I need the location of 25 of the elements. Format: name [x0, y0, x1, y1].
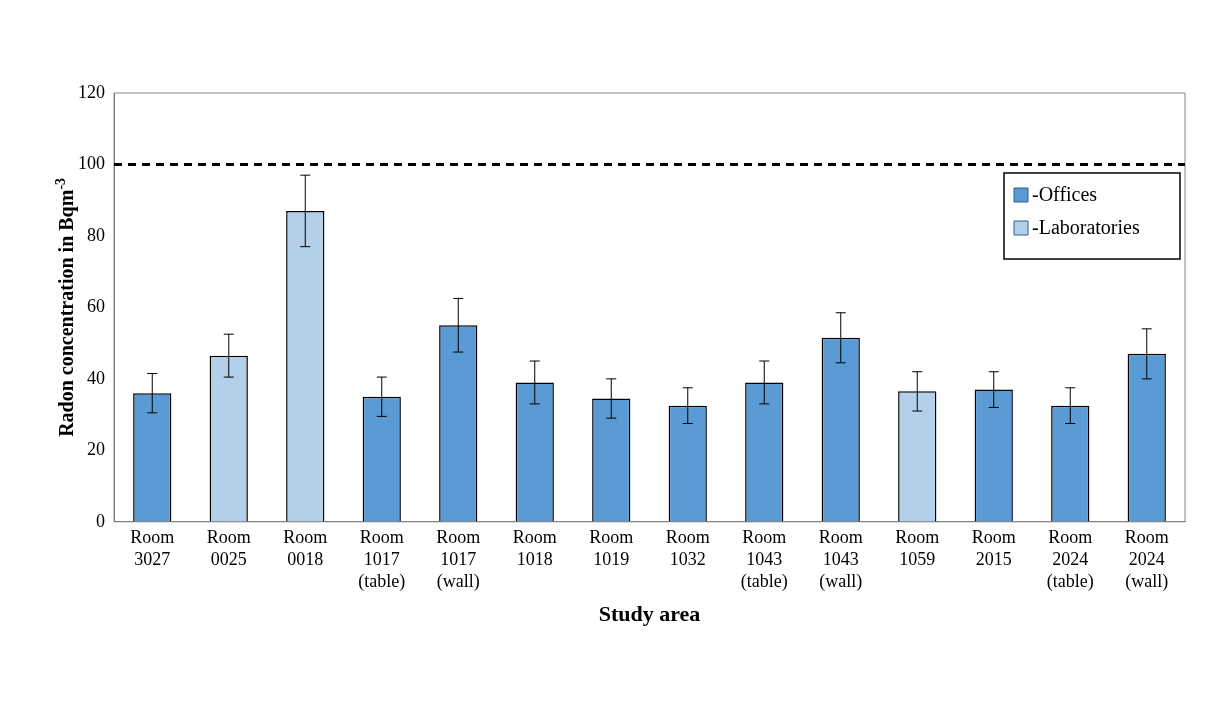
x-tick-label: Room 0018: [283, 527, 328, 569]
y-tick-label: 60: [87, 296, 105, 317]
x-tick-label: Room 0025: [206, 527, 251, 569]
x-tick-label: Room 1043 (table): [740, 527, 788, 592]
x-tick-label: Room 2024 (wall): [1124, 527, 1169, 592]
y-tick-label: 120: [78, 81, 105, 102]
x-tick-label: Room 2024 (table): [1046, 527, 1094, 592]
x-tick-label: Room 1017 (table): [358, 527, 406, 592]
x-tick-label: Room 1059: [895, 527, 940, 569]
x-tick-label: Room 1019: [589, 527, 634, 569]
y-tick-label: 100: [78, 153, 105, 174]
x-tick-label: Room 3027: [130, 527, 175, 569]
y-tick-label: 20: [87, 439, 105, 460]
y-tick-label: 40: [87, 367, 105, 388]
y-tick-label: 80: [87, 224, 105, 245]
x-tick-label: Room 1043 (wall): [818, 527, 863, 592]
y-tick-label: 0: [96, 510, 105, 531]
x-tick-label: Room 2015: [971, 527, 1016, 569]
legend-label: -Laboratories: [1032, 216, 1140, 239]
x-tick-label: Room 1032: [665, 527, 710, 569]
x-axis-title: Study area: [598, 601, 701, 627]
y-axis-title: Radon concentration in Bqm-3: [53, 177, 78, 437]
x-tick-label: Room 1018: [512, 527, 557, 569]
x-tick-label: Room 1017 (wall): [436, 527, 481, 592]
legend-label: -Offices: [1032, 183, 1098, 206]
